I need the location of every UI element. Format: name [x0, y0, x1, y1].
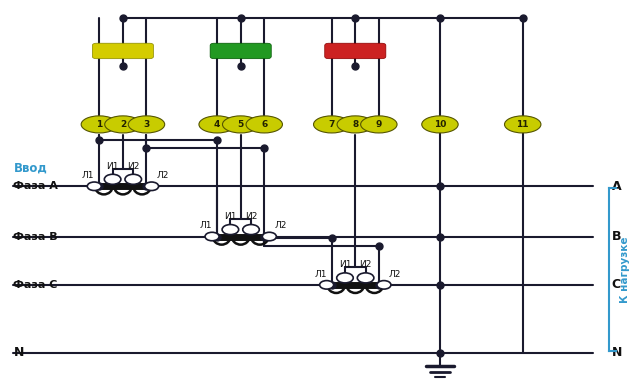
Text: 6: 6: [261, 120, 267, 129]
Text: N: N: [612, 346, 622, 359]
Text: 8: 8: [352, 120, 359, 129]
Circle shape: [337, 273, 353, 283]
Circle shape: [125, 174, 142, 184]
Ellipse shape: [505, 116, 541, 133]
Text: Фаза B: Фаза B: [13, 232, 58, 241]
FancyBboxPatch shape: [93, 43, 154, 59]
Text: 11: 11: [517, 120, 529, 129]
Circle shape: [357, 273, 374, 283]
FancyBboxPatch shape: [210, 43, 271, 59]
Text: 7: 7: [329, 120, 335, 129]
Text: К нагрузке: К нагрузке: [619, 236, 630, 303]
Ellipse shape: [223, 116, 259, 133]
Text: 5: 5: [237, 120, 244, 129]
Text: Л1: Л1: [82, 171, 94, 180]
Text: 1: 1: [96, 120, 103, 129]
Circle shape: [205, 232, 219, 241]
Text: 4: 4: [214, 120, 220, 129]
Circle shape: [320, 281, 334, 289]
Text: Л1: Л1: [200, 221, 212, 230]
Text: Л1: Л1: [314, 270, 327, 279]
Ellipse shape: [105, 116, 141, 133]
Text: И2: И2: [245, 212, 257, 221]
Circle shape: [87, 182, 101, 191]
Ellipse shape: [199, 116, 235, 133]
Text: И1: И1: [339, 260, 352, 269]
Ellipse shape: [360, 116, 397, 133]
Text: 2: 2: [120, 120, 126, 129]
Text: B: B: [612, 230, 621, 243]
Circle shape: [242, 225, 259, 235]
Text: 10: 10: [434, 120, 446, 129]
Text: И2: И2: [359, 260, 372, 269]
Text: Фаза C: Фаза C: [13, 280, 58, 290]
Circle shape: [262, 232, 276, 241]
Ellipse shape: [313, 116, 350, 133]
Text: A: A: [612, 180, 621, 193]
Text: 3: 3: [144, 120, 149, 129]
Text: Л2: Л2: [389, 270, 401, 279]
Text: 9: 9: [376, 120, 382, 129]
Circle shape: [145, 182, 159, 191]
Text: Л2: Л2: [274, 221, 287, 230]
Ellipse shape: [422, 116, 458, 133]
FancyBboxPatch shape: [325, 43, 386, 59]
Text: Л2: Л2: [157, 171, 169, 180]
Text: И1: И1: [224, 212, 237, 221]
Text: N: N: [13, 346, 24, 359]
Text: И1: И1: [107, 162, 119, 171]
Circle shape: [222, 225, 239, 235]
Ellipse shape: [81, 116, 117, 133]
Ellipse shape: [128, 116, 165, 133]
Text: Ввод: Ввод: [13, 161, 47, 174]
Ellipse shape: [246, 116, 283, 133]
Circle shape: [377, 281, 391, 289]
Text: И2: И2: [127, 162, 140, 171]
Circle shape: [105, 174, 121, 184]
Ellipse shape: [337, 116, 373, 133]
Text: C: C: [612, 278, 621, 291]
Text: Фаза A: Фаза A: [13, 181, 58, 191]
